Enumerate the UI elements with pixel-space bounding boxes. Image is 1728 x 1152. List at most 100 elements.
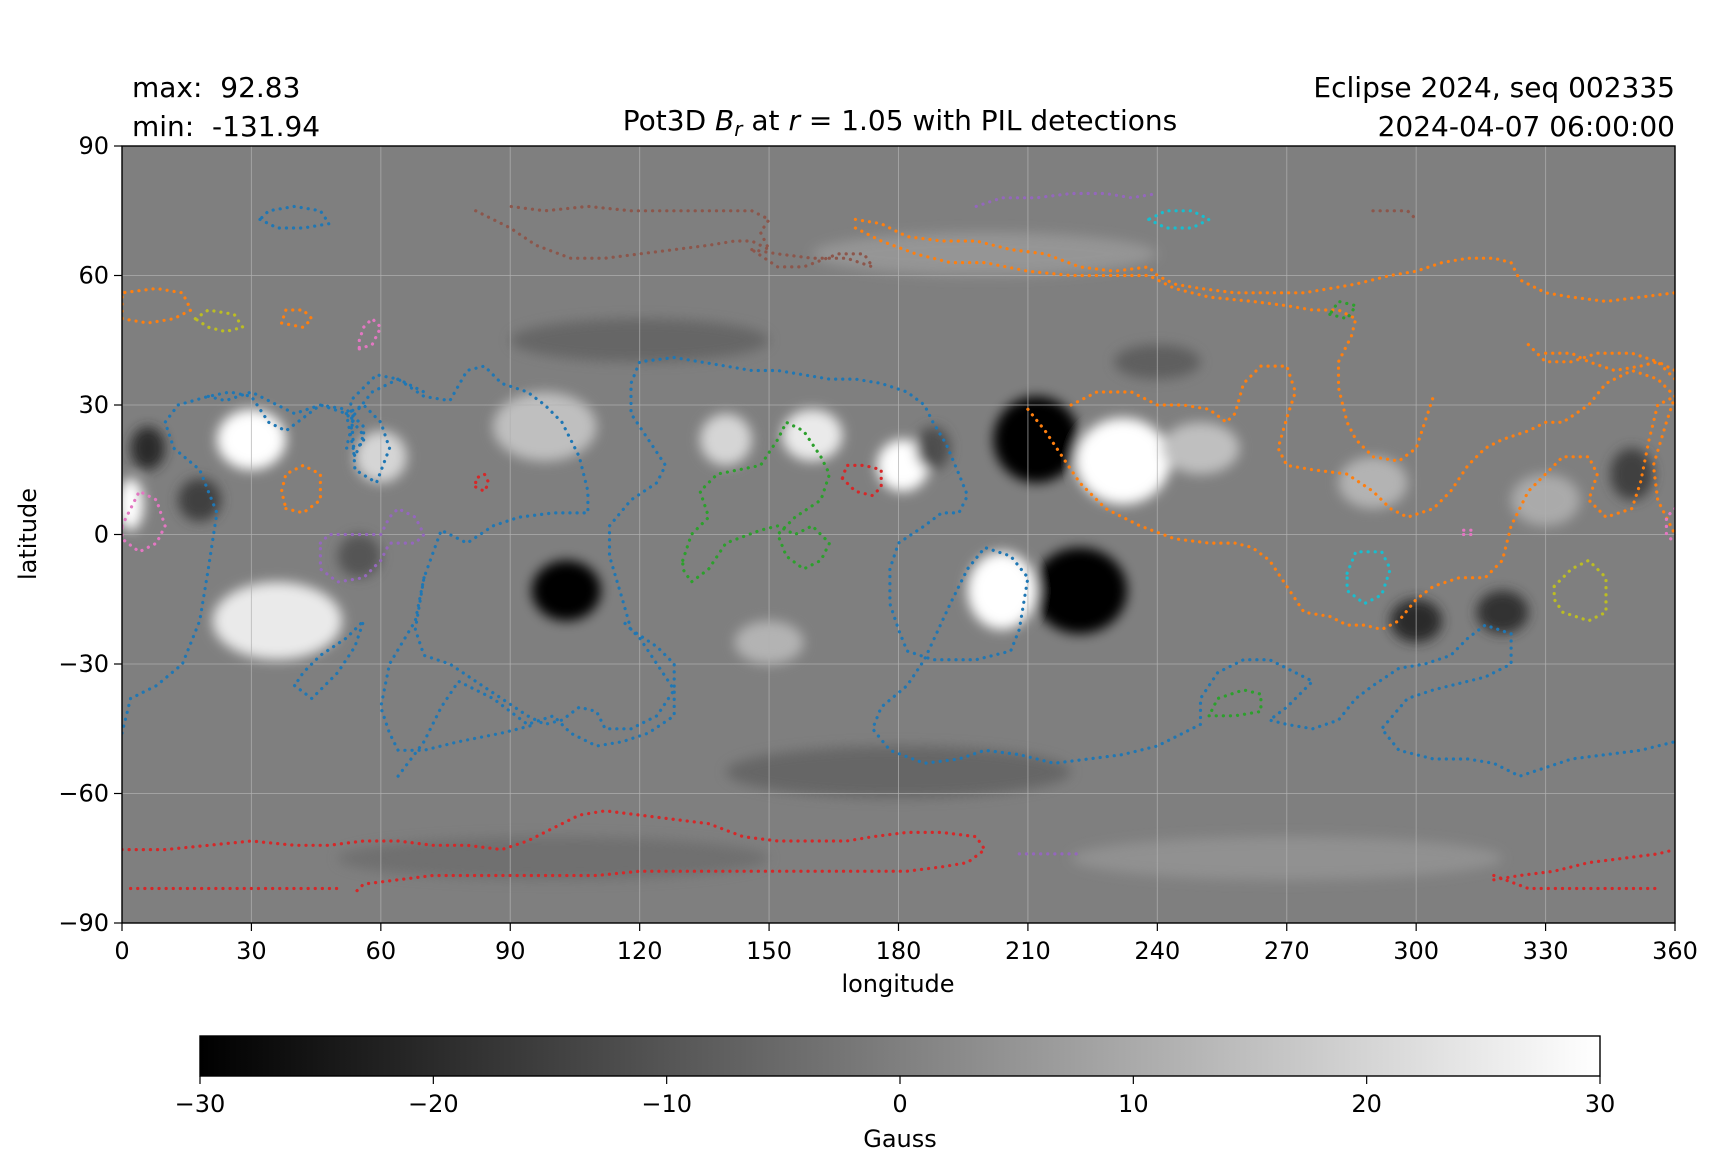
x-tick-label: 360 [1652,937,1698,965]
pil-contour [1207,688,1263,718]
pil-contour [1328,299,1358,321]
pil-contour [318,507,426,584]
colorbar-axis: −30 −20 −10 0 10 20 30 [175,1076,1616,1118]
x-axis-label: longitude [841,970,954,998]
colorbar-label: Gauss [863,1125,937,1152]
min-value: -131.94 [212,110,320,143]
pil-contour [853,226,1436,463]
pil-contour [1461,528,1474,537]
pil-contour [974,191,1159,208]
pil-contour [1069,364,1675,537]
field-blob [337,534,381,578]
pil-contour [258,204,331,230]
y-tick-label: 60 [78,262,109,290]
colorbar-tick-label: −20 [408,1090,459,1118]
y-axis: −90 −60 −30 0 30 60 90 [58,132,122,937]
x-tick-label: 180 [876,937,922,965]
pil-contour [1345,550,1392,606]
title-prefix: Pot3D [623,104,715,137]
field-blob [1338,456,1408,509]
pil-contour [840,463,883,498]
colorbar-tick-label: 10 [1118,1090,1149,1118]
colorbar-tick-label: −30 [175,1090,226,1118]
y-tick-label: 30 [78,391,109,419]
min-readout: min: -131.94 [132,110,320,143]
pil-contour [1147,209,1211,230]
colorbar-tick-label: 0 [892,1090,907,1118]
y-axis-label: latitude [14,488,42,580]
field-blob [782,409,843,462]
field-blob [1032,547,1128,634]
pil-contour [474,472,491,493]
field-blob [337,836,770,880]
field-blob [1476,590,1529,634]
field-blob [212,581,343,660]
field-blob [1075,417,1171,505]
field-blob [700,413,752,466]
field-blob [122,478,144,531]
title-suffix: = 1.05 with PIL detections [800,104,1177,137]
field-blob [967,551,1037,630]
pil-contour [681,420,832,584]
field-blob [993,396,1080,483]
pil-contour [206,377,426,450]
y-tick-label: −30 [58,650,109,678]
pil-contour [1664,507,1675,545]
x-tick-label: 210 [1005,937,1051,965]
pil-contour [193,308,245,334]
pil-contour [1543,351,1675,373]
y-tick-label: 0 [94,521,109,549]
pil-contour [357,317,383,351]
y-tick-label: 90 [78,132,109,160]
pil-contour [280,463,322,515]
y-tick-label: −60 [58,780,109,808]
x-tick-label: 90 [495,937,526,965]
field-blob [1610,448,1654,500]
x-tick-label: 150 [746,937,792,965]
x-tick-label: 300 [1393,937,1439,965]
pil-contour [750,248,875,269]
x-tick-label: 330 [1523,937,1569,965]
x-tick-label: 30 [236,937,267,965]
pil-contour [1371,209,1418,221]
pil-contour [1526,343,1675,381]
max-value: 92.83 [220,71,300,104]
pil-contour [122,809,987,895]
x-tick-label: 60 [366,937,397,965]
max-readout: max: 92.83 [132,71,300,104]
pil-contours [122,191,1675,895]
y-tick-label: −90 [58,909,109,937]
max-label: max: [132,71,202,104]
field-blob [915,426,951,470]
x-tick-label: 240 [1134,937,1180,965]
field-blob [130,426,166,470]
field-blob [1161,422,1240,475]
field-blob [812,232,1158,276]
colorbar-tick-label: 30 [1585,1090,1616,1118]
field-blob [178,478,222,522]
pil-contour [122,489,167,554]
title-subscript: r [734,117,744,141]
field-blob [531,560,601,621]
chart-title: Pot3D Br at r = 1.05 with PIL detections [623,104,1177,141]
timestamp-label: 2024-04-07 06:00:00 [1378,110,1675,143]
source-label: Eclipse 2024, seq 002335 [1313,71,1675,104]
min-label: min: [132,110,194,143]
field-features [122,232,1654,880]
title-variable: B [715,104,734,137]
colorbar [199,1035,1601,1077]
title-mid: at [743,104,789,137]
heatmap [122,146,1675,923]
x-tick-label: 120 [617,937,663,965]
colorbar-tick-label: 20 [1351,1090,1382,1118]
field-blob [876,439,929,492]
field-blob [492,392,597,462]
title-radius-var: r [788,104,801,137]
pil-contour [379,576,538,752]
x-tick-label: 0 [114,937,129,965]
pil-contour [122,355,1675,778]
pil-contour [474,204,771,260]
x-tick-label: 270 [1264,937,1310,965]
colorbar-tick-label: −10 [641,1090,692,1118]
